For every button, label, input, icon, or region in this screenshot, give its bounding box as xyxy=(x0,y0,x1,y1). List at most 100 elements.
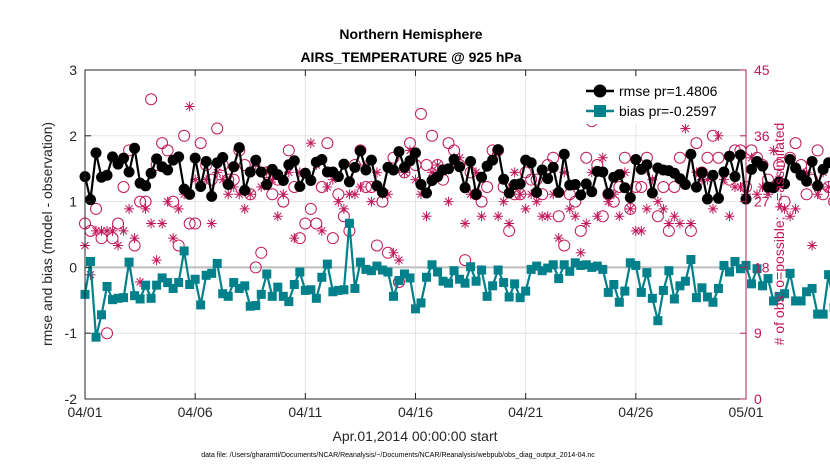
assimilated-obs-point xyxy=(564,203,575,214)
bias-point xyxy=(388,291,398,301)
assimilated-obs-point xyxy=(201,174,212,185)
assimilated-obs-point xyxy=(724,211,735,222)
rmse-point xyxy=(343,176,355,188)
rmse-point xyxy=(503,187,515,199)
rmse-point xyxy=(718,166,730,178)
legend-rmse-label: rmse pr=1.4806 xyxy=(619,83,718,99)
bias-point xyxy=(306,285,316,295)
possible-obs-point xyxy=(800,188,813,201)
rmse-point xyxy=(586,186,598,198)
possible-obs-point xyxy=(673,151,686,164)
y-left-tick-label: -1 xyxy=(65,325,78,341)
assimilated-obs-point xyxy=(702,174,713,185)
bias-point xyxy=(691,293,701,303)
possible-obs-point xyxy=(773,159,786,172)
bias-series xyxy=(80,218,830,342)
assimilated-obs-point xyxy=(504,218,515,229)
x-tick-label: 04/16 xyxy=(398,404,433,420)
bias-point xyxy=(493,265,503,275)
assimilated-obs-point xyxy=(608,189,619,200)
rmse-point xyxy=(288,155,300,167)
bias-point xyxy=(791,296,801,306)
bias-point xyxy=(763,274,773,284)
assimilated-obs-point xyxy=(493,211,504,222)
assimilated-obs-point xyxy=(261,167,272,178)
rmse-point xyxy=(233,142,245,154)
bias-point xyxy=(449,266,459,276)
rmse-point xyxy=(823,157,830,169)
assimilated-obs-point xyxy=(768,145,779,156)
possible-obs-point xyxy=(321,137,334,150)
bias-point xyxy=(554,274,564,284)
assimilated-obs-point xyxy=(498,196,509,207)
rmse-point xyxy=(619,182,631,194)
rmse-point xyxy=(129,142,141,154)
bias-point xyxy=(581,260,591,270)
possible-obs-point xyxy=(101,327,114,340)
possible-obs-point xyxy=(310,217,323,230)
rmse-point xyxy=(569,178,581,190)
bias-point xyxy=(713,283,723,293)
bias-point xyxy=(813,309,823,319)
rmse-point xyxy=(784,153,796,165)
rmse-point xyxy=(547,161,559,173)
bias-point xyxy=(152,280,162,290)
rmse-point xyxy=(123,166,135,178)
y-left-tick-label: 1 xyxy=(69,194,77,210)
rmse-point xyxy=(707,169,719,181)
bias-point xyxy=(366,266,376,276)
bias-point xyxy=(724,267,734,277)
assimilated-obs-point xyxy=(757,181,768,192)
assimilated-obs-point xyxy=(752,189,763,200)
rmse-point xyxy=(806,155,818,167)
bias-point xyxy=(576,260,586,270)
bias-point xyxy=(570,258,580,268)
bias-point xyxy=(361,264,371,274)
bias-point xyxy=(317,272,327,282)
bias-point xyxy=(521,286,531,296)
y-axis-right-label: # of obs: o=possible; ∗=assimilated xyxy=(771,123,787,346)
y-left-tick-label: 2 xyxy=(69,128,77,144)
rmse-point xyxy=(101,169,113,181)
assimilated-obs-point xyxy=(366,196,377,207)
rmse-point xyxy=(679,178,691,190)
assimilated-obs-point xyxy=(234,189,245,200)
bias-point xyxy=(719,260,729,270)
assimilated-obs-point xyxy=(113,240,124,251)
assimilated-obs-point xyxy=(162,196,173,207)
assimilated-obs-point xyxy=(559,167,570,178)
assimilated-obs-point xyxy=(223,189,234,200)
possible-obs-point xyxy=(304,202,317,215)
assimilated-obs-point xyxy=(674,218,685,229)
bias-point xyxy=(653,316,663,326)
bias-point xyxy=(548,260,558,270)
possible-obs-point xyxy=(552,210,565,223)
possible-obs-point xyxy=(145,93,158,106)
bias-point xyxy=(240,281,250,291)
bias-point xyxy=(223,291,233,301)
assimilated-obs-point xyxy=(427,167,438,178)
rmse-point xyxy=(542,173,554,185)
rmse-point xyxy=(365,154,377,166)
bias-point xyxy=(295,267,305,277)
assimilated-obs-point xyxy=(531,196,542,207)
assimilated-obs-point xyxy=(432,160,443,171)
possible-obs-point xyxy=(426,129,439,142)
assimilated-obs-point xyxy=(239,203,250,214)
rmse-point xyxy=(376,186,388,198)
bias-point xyxy=(141,280,151,290)
rmse-point xyxy=(558,148,570,160)
bias-point xyxy=(355,257,365,267)
bias-point xyxy=(686,255,696,265)
assimilated-obs-point xyxy=(382,189,393,200)
assimilated-obs-point xyxy=(603,196,614,207)
assimilated-obs-point xyxy=(349,189,360,200)
rmse-point xyxy=(514,178,526,190)
rmse-point xyxy=(195,180,207,192)
assimilated-obs-point xyxy=(404,145,415,156)
assimilated-obs-point xyxy=(570,211,581,222)
bias-point xyxy=(614,297,624,307)
possible-obs-point xyxy=(558,239,571,252)
bias-point xyxy=(444,278,454,288)
bias-point xyxy=(185,280,195,290)
